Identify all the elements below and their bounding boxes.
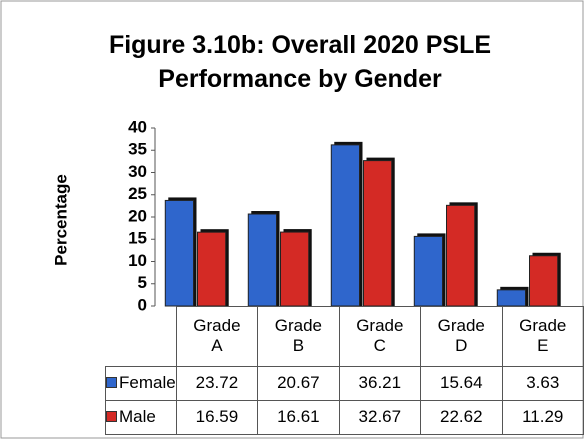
table-value: 3.63 xyxy=(501,365,584,401)
table-value: 16.61 xyxy=(257,399,340,435)
corner-cell xyxy=(106,307,177,367)
category-label: Grade E xyxy=(501,306,584,367)
bar xyxy=(363,160,393,307)
table-value: 16.59 xyxy=(175,399,259,435)
category-label: Grade B xyxy=(257,306,340,367)
legend-cell: Female xyxy=(105,365,177,401)
y-tick-label: 25 xyxy=(128,184,147,203)
y-tick-label: 20 xyxy=(128,206,147,225)
table-value: 32.67 xyxy=(338,399,422,435)
table-value: 15.64 xyxy=(420,365,503,401)
y-tick-label: 0 xyxy=(138,295,147,314)
table-value: 20.67 xyxy=(257,365,340,401)
y-tick-label: 5 xyxy=(138,273,147,292)
legend-cell: Male xyxy=(105,399,177,435)
data-table: Grade A Grade B Grade C Grade D Grade E Femal… xyxy=(105,306,584,435)
category-label: Grade C xyxy=(338,306,422,367)
y-axis-label: Percentage xyxy=(51,174,70,266)
bar xyxy=(446,204,476,307)
chart-title: Figure 3.10b: Overall 2020 PSLE Performa… xyxy=(108,31,492,93)
legend-swatch xyxy=(106,377,117,388)
y-tick-label: 10 xyxy=(128,251,147,270)
table-value: 22.62 xyxy=(420,399,503,435)
category-label: Grade D xyxy=(420,306,503,367)
bar xyxy=(496,289,526,307)
legend-swatch xyxy=(106,411,117,422)
table-row: Male 16.59 16.61 32.67 22.62 11.29 xyxy=(105,399,584,435)
y-tick-label: 15 xyxy=(128,229,147,248)
legend-label: Male xyxy=(119,407,156,426)
table-header-row: Grade A Grade B Grade C Grade D Grade E xyxy=(106,306,584,367)
table-row: Female 23.72 20.67 36.21 15.64 3.63 xyxy=(105,365,584,401)
y-tick-label: 40 xyxy=(128,117,147,136)
y-tick-label: 35 xyxy=(128,140,147,159)
y-tick-label: 30 xyxy=(128,162,147,181)
table-value: 36.21 xyxy=(338,365,422,401)
bar xyxy=(247,213,277,307)
bar xyxy=(529,255,559,307)
bar xyxy=(164,199,194,307)
bar xyxy=(197,231,227,307)
bar xyxy=(330,144,360,307)
table-value: 11.29 xyxy=(501,399,584,435)
legend-label: Female xyxy=(119,373,176,392)
bar xyxy=(280,231,310,307)
category-label: Grade A xyxy=(175,306,259,367)
bar xyxy=(413,235,443,307)
table-value: 23.72 xyxy=(175,365,259,401)
